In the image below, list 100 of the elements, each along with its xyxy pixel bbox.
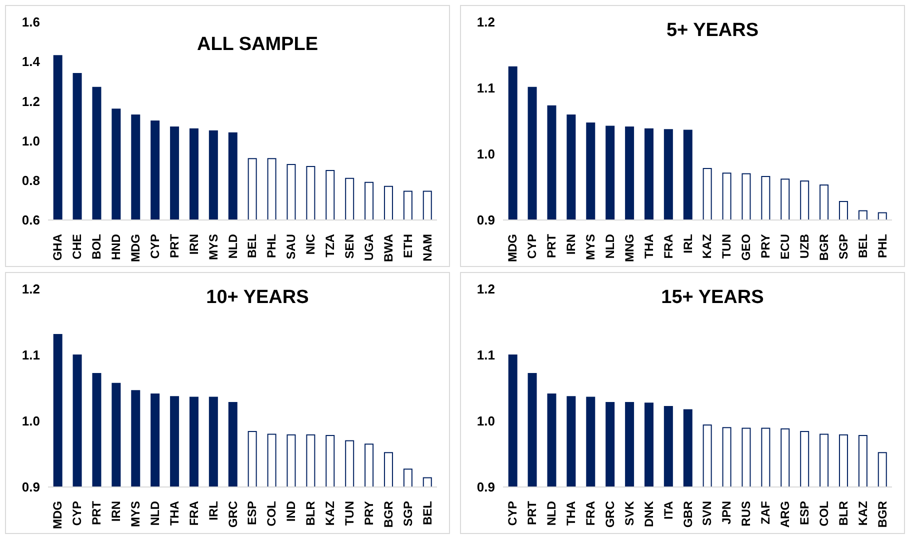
- y-tick-label: 1.6: [22, 14, 40, 30]
- x-tick-label: MYS: [206, 234, 220, 260]
- x-tick-label: BGR: [875, 500, 890, 528]
- chart-title: 10+ YEARS: [205, 287, 310, 309]
- x-tick-label: BWA: [381, 234, 396, 262]
- x-tick-label: BLR: [304, 500, 318, 526]
- y-tick-label: 1.1: [22, 348, 40, 363]
- y-tick-label: 1.0: [22, 414, 40, 429]
- x-tick-label: THA: [167, 500, 182, 526]
- y-tick-label: 1.0: [476, 146, 495, 162]
- x-tick-label: CYP: [70, 501, 84, 526]
- x-tick-label: BEL: [245, 234, 260, 258]
- x-tick-label: MYS: [128, 501, 143, 528]
- y-tick-label: 1.1: [476, 348, 495, 363]
- x-tick-label: GBR: [680, 500, 695, 528]
- x-tick-label: PRY: [758, 234, 773, 258]
- x-tick-label: SAU: [284, 234, 298, 260]
- x-tick-label: FRA: [584, 500, 598, 526]
- y-tick-label: 1.2: [22, 282, 40, 297]
- y-tick-label: 1.2: [22, 94, 40, 109]
- x-tick-label: PHL: [875, 234, 890, 258]
- y-tick-label: 1.0: [476, 414, 495, 429]
- x-tick-label: IRL: [206, 501, 220, 520]
- x-tick-label: ETH: [400, 234, 415, 258]
- x-tick-label: PRT: [525, 500, 540, 525]
- x-tick-label: SEN: [342, 234, 356, 259]
- x-tick-label: GRC: [226, 500, 240, 528]
- x-tick-label: COL: [816, 501, 831, 526]
- chart-title: 5+ YEARS: [665, 20, 760, 42]
- x-tick-label: KAZ: [700, 234, 714, 259]
- x-tick-label: ZAF: [758, 501, 773, 524]
- x-tick-label: KAZ: [323, 501, 338, 526]
- x-tick-label: RUS: [739, 501, 754, 526]
- x-tick-label: TUN: [720, 234, 734, 259]
- x-tick-label: NLD: [602, 234, 617, 259]
- x-tick-label: MYS: [584, 234, 598, 260]
- x-tick-label: BLR: [836, 500, 850, 526]
- x-tick-label: CYP: [148, 234, 162, 259]
- x-tick-label: PRT: [167, 233, 182, 258]
- x-tick-label: CYP: [506, 501, 520, 526]
- x-tick-label: PRT: [544, 233, 559, 258]
- x-tick-label: GEO: [739, 234, 754, 261]
- x-tick-label: TUN: [342, 501, 356, 526]
- x-tick-label: KAZ: [856, 501, 870, 526]
- x-tick-label: BEL: [856, 234, 870, 258]
- y-tick-label: 1.1: [476, 80, 495, 96]
- x-tick-label: SVK: [622, 500, 636, 526]
- y-tick-label: 0.9: [476, 212, 495, 228]
- x-tick-label: MDG: [50, 501, 65, 529]
- x-tick-label: THA: [564, 500, 578, 526]
- x-tick-label: TZA: [323, 234, 338, 258]
- x-tick-label: THA: [642, 234, 656, 259]
- x-tick-label: MDG: [506, 234, 520, 262]
- x-tick-label: NLD: [226, 234, 240, 259]
- x-tick-label: BEL: [420, 501, 434, 525]
- x-tick-label: GHA: [50, 234, 65, 261]
- y-tick-label: 1.2: [476, 282, 495, 297]
- x-tick-label: PRY: [362, 501, 376, 526]
- x-tick-label: GRC: [602, 500, 617, 528]
- x-tick-label: UGA: [362, 234, 376, 261]
- y-tick-label: 1.0: [22, 133, 40, 148]
- x-tick-label: FRA: [186, 500, 201, 526]
- x-tick-label: NLD: [544, 500, 559, 526]
- x-tick-label: SGP: [836, 234, 850, 260]
- chart-title: 15+ YEARS: [660, 287, 765, 309]
- x-tick-label: SVN: [700, 501, 714, 526]
- x-tick-label: COL: [264, 501, 279, 526]
- y-tick-label: 0.9: [476, 480, 495, 495]
- x-tick-label: IRN: [186, 234, 201, 255]
- x-tick-label: IRL: [680, 234, 695, 254]
- x-tick-label: DNK: [642, 500, 656, 527]
- x-tick-label: UZB: [797, 234, 812, 259]
- x-tick-label: MNG: [622, 234, 636, 262]
- y-tick-label: 0.9: [22, 480, 40, 495]
- x-tick-label: NAM: [420, 234, 434, 262]
- x-tick-label: PRT: [90, 500, 104, 525]
- x-tick-label: IRN: [109, 501, 124, 522]
- x-tick-label: FRA: [661, 234, 676, 259]
- y-tick-label: 1.2: [476, 14, 495, 30]
- y-tick-label: 0.6: [22, 212, 40, 228]
- x-tick-label: SGP: [400, 501, 415, 526]
- x-tick-label: ESP: [245, 501, 260, 526]
- x-tick-label: ARG: [778, 501, 792, 528]
- x-tick-label: PHL: [264, 234, 279, 258]
- x-tick-label: JPN: [720, 501, 734, 524]
- x-tick-label: ECU: [778, 234, 792, 260]
- y-tick-label: 1.4: [22, 54, 41, 70]
- x-tick-label: BGR: [381, 500, 396, 528]
- x-tick-label: BOL: [90, 234, 104, 260]
- x-tick-label: CYP: [525, 234, 540, 259]
- x-tick-label: NIC: [304, 234, 318, 255]
- x-tick-label: MDG: [128, 234, 143, 262]
- text: ALL SAMPLE: [196, 34, 320, 56]
- x-tick-label: BGR: [816, 234, 831, 261]
- x-tick-label: NLD: [148, 500, 162, 526]
- x-tick-label: IND: [284, 500, 298, 522]
- x-tick-label: IRN: [564, 234, 578, 255]
- y-tick-label: 0.8: [22, 173, 40, 188]
- x-tick-label: CHE: [70, 234, 84, 260]
- x-tick-label: ITA: [661, 500, 676, 520]
